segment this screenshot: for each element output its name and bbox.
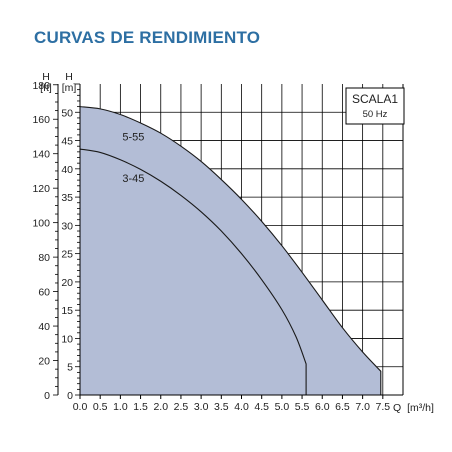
y-ft-tick-label: 0 — [44, 390, 50, 402]
area-layer — [80, 106, 381, 396]
tick-label-layer: 0.0 0.5 1.0 1.5 2.0 2.5 3.0 3.5 4.0 4.5 5.0 5.5 6.0 6… — [32, 80, 390, 413]
y-ft-tick-label: 120 — [32, 183, 50, 195]
curve-5-55 — [79, 106, 382, 395]
legend-box: SCALA1 50 Hz — [345, 87, 405, 125]
y-m-tick-label: 50 — [61, 107, 73, 119]
y-m-tick-label: 15 — [61, 305, 73, 317]
legend-model: SCALA1 — [352, 92, 398, 106]
x-tick-label: 2.0 — [153, 401, 168, 413]
x-tick-label: 7.0 — [355, 401, 370, 413]
x-tick-label: 1.0 — [113, 401, 128, 413]
y-m-unit: [m] — [62, 82, 77, 94]
x-tick-label: 1.5 — [133, 401, 148, 413]
y-ft-tick-label: 60 — [38, 287, 50, 299]
y-m-tick-label: 45 — [61, 136, 73, 148]
y-m-tick-label: 10 — [61, 333, 73, 345]
y-ft-tick-label: 100 — [32, 218, 50, 230]
x-tick-label: 3.5 — [214, 401, 229, 413]
x-tick-label: 3.0 — [194, 401, 209, 413]
x-tick-label: 0.0 — [73, 401, 88, 413]
x-tick-label: 6.0 — [315, 401, 330, 413]
y-m-tick-label: 0 — [67, 390, 73, 402]
legend-frequency: 50 Hz — [363, 109, 388, 120]
x-axis-label: Q [m³/h] — [393, 402, 434, 414]
x-tick-label: 2.5 — [174, 401, 189, 413]
y-m-tick-label: 5 — [67, 362, 73, 374]
x-axis-unit: [m³/h] — [407, 402, 434, 414]
y-ft-tick-label: 40 — [38, 321, 50, 333]
axes-layer — [53, 83, 404, 399]
x-tick-label: 4.5 — [254, 401, 269, 413]
x-tick-label: 4.0 — [234, 401, 249, 413]
y-m-tick-label: 35 — [61, 192, 73, 204]
x-tick-label: 6.5 — [335, 401, 350, 413]
curve-label-5-55: 5-55 — [122, 132, 144, 144]
y-ft-tick-label: 180 — [32, 80, 50, 92]
x-tick-label: 5.0 — [275, 401, 290, 413]
curve-layer: 5-55 3-45 — [79, 106, 382, 395]
y-ft-unit: [ft] — [40, 82, 52, 94]
y-m-tick-label: 20 — [61, 277, 73, 289]
page-title: CURVAS DE RENDIMIENTO — [34, 28, 261, 47]
y-m-tick-label: 25 — [61, 249, 73, 261]
curve-3-45 — [79, 148, 307, 395]
y-ft-tick-label: 80 — [38, 252, 50, 264]
x-tick-label: 5.5 — [295, 401, 310, 413]
y-ft-tick-label: 20 — [38, 356, 50, 368]
y-ft-tick-label: 160 — [32, 114, 50, 126]
curve-label-3-45: 3-45 — [122, 173, 144, 185]
y-ft-tick-label: 140 — [32, 149, 50, 161]
y-m-head: H — [65, 71, 73, 83]
y-ft-head: H — [42, 71, 50, 83]
performance-area — [80, 106, 381, 396]
x-tick-label: 7.5 — [376, 401, 391, 413]
x-axis-symbol: Q — [393, 402, 401, 414]
x-tick-label: 0.5 — [93, 401, 108, 413]
y-m-tick-label: 30 — [61, 220, 73, 232]
y-m-tick-label: 40 — [61, 164, 73, 176]
